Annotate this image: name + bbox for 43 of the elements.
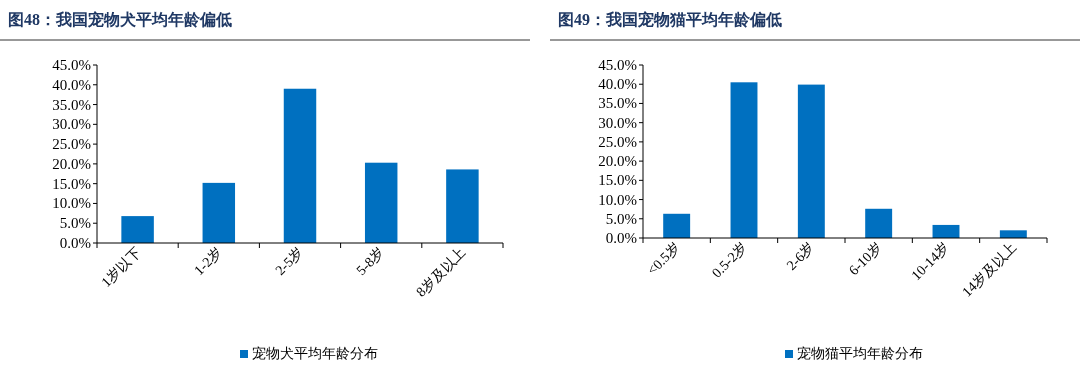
y-tick-label: 35.0% xyxy=(52,96,91,113)
y-tick-label: 5.0% xyxy=(605,210,637,227)
y-tick-label: 40.0% xyxy=(598,76,637,93)
y-tick-label: 30.0% xyxy=(598,114,637,131)
y-tick-label: 40.0% xyxy=(52,76,91,93)
x-tick-label: 5-8岁 xyxy=(353,244,388,279)
y-tick-label: 45.0% xyxy=(598,57,637,73)
x-tick-label: 6-10岁 xyxy=(846,239,885,279)
chart-title: 图49：我国宠物猫平均年龄偏低 xyxy=(558,11,782,28)
y-tick-label: 45.0% xyxy=(52,57,91,73)
y-tick-label: 20.0% xyxy=(52,155,91,172)
y-tick-label: 25.0% xyxy=(52,136,91,153)
legend-label: 宠物猫平均年龄分布 xyxy=(797,346,923,361)
bar xyxy=(446,169,479,243)
y-tick-label: 0.0% xyxy=(59,235,91,251)
chart-title: 图48：我国宠物犬平均年龄偏低 xyxy=(8,11,232,28)
x-tick-label: 1岁以下 xyxy=(98,244,144,290)
y-tick-label: 25.0% xyxy=(598,133,637,150)
x-tick-label: 8岁及以上 xyxy=(413,244,469,300)
bar xyxy=(797,84,825,238)
bar xyxy=(999,230,1027,238)
legend-label: 宠物犬平均年龄分布 xyxy=(252,346,378,361)
x-tick-label: 2-5岁 xyxy=(272,244,307,279)
bar xyxy=(283,88,317,243)
y-tick-label: 5.0% xyxy=(59,215,91,232)
y-tick-label: 10.0% xyxy=(52,195,91,212)
bar xyxy=(730,82,758,238)
y-tick-label: 20.0% xyxy=(598,153,637,170)
y-tick-label: 15.0% xyxy=(52,175,91,192)
y-tick-label: 30.0% xyxy=(52,116,91,133)
y-tick-label: 35.0% xyxy=(598,95,637,112)
bar xyxy=(865,208,893,238)
y-tick-label: 0.0% xyxy=(605,230,637,246)
bar xyxy=(364,162,398,243)
x-tick-label: 14岁及以上 xyxy=(959,239,1020,300)
bar xyxy=(202,182,236,243)
x-tick-label: 2-6岁 xyxy=(783,239,818,274)
y-tick-label: 10.0% xyxy=(598,191,637,208)
x-tick-label: <0.5岁 xyxy=(644,239,683,278)
bar xyxy=(663,213,691,238)
bar xyxy=(121,216,154,243)
x-tick-label: 1-2岁 xyxy=(191,244,225,279)
y-tick-label: 15.0% xyxy=(598,172,637,189)
